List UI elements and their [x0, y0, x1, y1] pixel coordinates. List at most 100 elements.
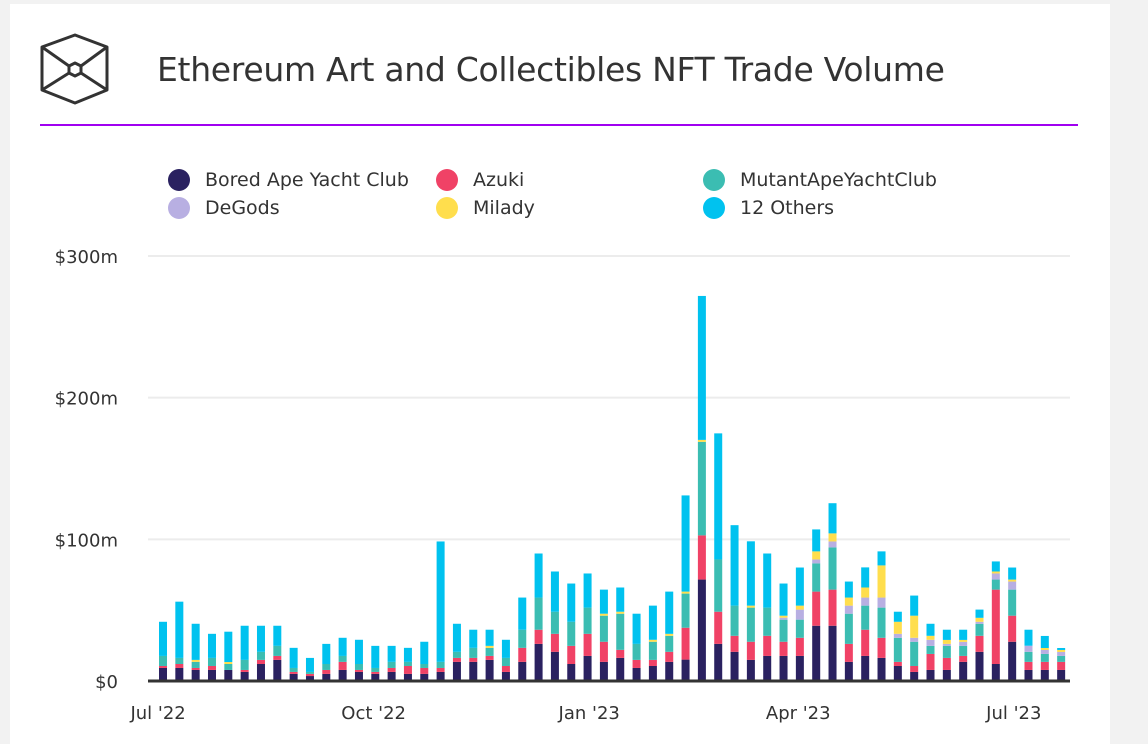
bar-segment-others — [289, 647, 298, 668]
bar-segment-bayc — [518, 661, 527, 681]
bar-segment-azuki — [469, 657, 478, 662]
bar-segment-mayc — [1040, 653, 1049, 662]
bar-segment-degods — [1024, 645, 1033, 652]
bar-segment-degods — [844, 605, 853, 614]
bar-segment-bayc — [191, 669, 200, 681]
bar-segment-others — [599, 589, 608, 614]
bar-segment-mayc — [893, 637, 902, 662]
cube-logo-icon — [40, 33, 109, 105]
bar-segment-others — [1024, 629, 1033, 646]
bar-segment-mayc — [599, 615, 608, 642]
bar-segment-bayc — [975, 651, 984, 681]
bar-segment-bayc — [403, 673, 412, 681]
bar-segment-azuki — [910, 665, 919, 672]
bar-segment-others — [534, 553, 543, 598]
bar-segment-mayc — [681, 593, 690, 628]
bar-segment-others — [354, 639, 363, 664]
bar-segment-mayc — [518, 629, 527, 648]
bar-segment-degods — [828, 541, 837, 548]
bar-segment-azuki — [599, 641, 608, 662]
bar-segment-milady — [599, 613, 608, 616]
bar-segment-mayc — [665, 635, 674, 652]
bar-segment-azuki — [501, 665, 510, 672]
legend-item-milady[interactable]: Milady — [436, 197, 535, 219]
bar-segment-others — [926, 623, 935, 636]
bar-segment-mayc — [256, 651, 265, 660]
bar-segment-mayc — [616, 613, 625, 650]
bar-segment-others — [501, 639, 510, 658]
bar-segment-mayc — [926, 645, 935, 654]
bar-segment-bayc — [550, 651, 559, 681]
bar-segment-mayc — [910, 641, 919, 666]
legend-label: DeGods — [205, 197, 280, 219]
bar-segment-milady — [959, 639, 968, 642]
bar-segment-others — [338, 637, 347, 656]
bar-segment-azuki — [191, 667, 200, 670]
bar-segment-mayc — [714, 559, 723, 612]
legend-swatch — [168, 197, 190, 219]
bar-segment-azuki — [893, 661, 902, 666]
bar-segment-bayc — [861, 655, 870, 681]
bar-segment-others — [730, 525, 739, 606]
bar-segment-azuki — [959, 655, 968, 662]
y-tick-label: $0 — [95, 672, 118, 693]
chart-card — [10, 4, 1110, 744]
bar-segment-bayc — [354, 671, 363, 681]
bar-segment-others — [648, 605, 657, 640]
bar-segment-azuki — [632, 659, 641, 668]
bar-segment-others — [452, 623, 461, 652]
bar-segment-bayc — [207, 669, 216, 681]
bar-segment-mayc — [387, 661, 396, 668]
bar-segment-bayc — [175, 667, 184, 681]
y-tick-label: $200m — [55, 389, 118, 410]
bar-segment-milady — [485, 645, 494, 648]
legend-item-bayc[interactable]: Bored Ape Yacht Club — [168, 169, 409, 191]
bar-segment-others — [779, 583, 788, 616]
legend-swatch — [703, 197, 725, 219]
bar-segment-bayc — [1040, 669, 1049, 681]
bar-segment-degods — [926, 639, 935, 646]
bar-segment-azuki — [1008, 615, 1017, 642]
bar-segment-mayc — [273, 645, 282, 656]
bar-segment-milady — [910, 615, 919, 638]
bar-segment-mayc — [861, 605, 870, 630]
bar-segment-bayc — [387, 671, 396, 681]
bar-segment-azuki — [371, 671, 380, 674]
legend-item-azuki[interactable]: Azuki — [436, 169, 524, 191]
bar-segment-bayc — [893, 665, 902, 681]
legend-item-degods[interactable]: DeGods — [168, 197, 280, 219]
bar-segment-others — [371, 645, 380, 668]
bar-segment-others — [942, 629, 951, 640]
bar-segment-others — [844, 581, 853, 598]
bar-segment-bayc — [371, 673, 380, 681]
bar-segment-azuki — [648, 659, 657, 666]
bar-segment-degods — [942, 643, 951, 646]
bar-segment-azuki — [518, 647, 527, 662]
bar-segment-azuki — [828, 589, 837, 626]
bar-segment-azuki — [387, 667, 396, 672]
bar-segment-mayc — [289, 667, 298, 672]
bar-segment-mayc — [632, 643, 641, 660]
bar-segment-bayc — [942, 669, 951, 681]
legend-item-mayc[interactable]: MutantApeYachtClub — [703, 169, 937, 191]
bar-segment-milady — [224, 662, 233, 664]
bar-segment-bayc — [828, 625, 837, 681]
bar-segment-others — [175, 601, 184, 658]
bar-segment-milady — [697, 439, 706, 442]
bar-segment-others — [207, 633, 216, 658]
bar-segment-others — [763, 553, 772, 608]
bar-segment-azuki — [681, 627, 690, 660]
bar-segment-milady — [616, 611, 625, 614]
legend-swatch — [168, 169, 190, 191]
bar-segment-milady — [828, 533, 837, 542]
bar-segment-milady — [746, 605, 755, 608]
bar-segment-bayc — [1057, 669, 1066, 681]
bar-segment-others — [485, 629, 494, 646]
bar-segment-degods — [991, 573, 1000, 580]
bar-segment-bayc — [795, 655, 804, 681]
bar-segment-mayc — [420, 664, 429, 668]
bar-segment-azuki — [420, 667, 429, 674]
bar-segment-degods — [795, 609, 804, 620]
legend-item-others[interactable]: 12 Others — [703, 197, 834, 219]
bar-segment-azuki — [730, 635, 739, 652]
